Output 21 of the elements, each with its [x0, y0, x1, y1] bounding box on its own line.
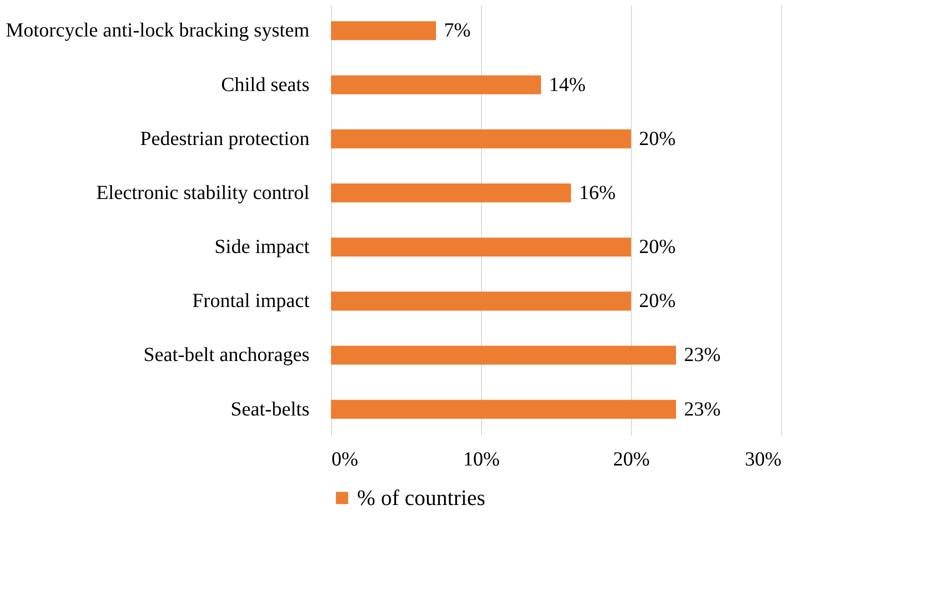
y-tick-label: Seat-belt anchorages	[143, 344, 310, 366]
y-tick-label: Seat-belts	[230, 398, 310, 420]
x-tick-label: 20%	[613, 448, 650, 470]
y-tick-label: Pedestrian protection	[140, 128, 310, 150]
y-tick-label: Frontal impact	[192, 290, 310, 312]
data-label: 23%	[684, 344, 721, 366]
data-label: 7%	[444, 20, 471, 42]
x-tick-label: 30%	[744, 448, 782, 470]
legend-label: % of countries	[357, 485, 486, 510]
data-label: 20%	[639, 290, 676, 312]
y-tick-label: Side impact	[214, 236, 310, 258]
y-tick-label: Electronic stability control	[96, 182, 310, 204]
data-label: 20%	[639, 236, 676, 258]
x-tick-label: 10%	[463, 448, 500, 470]
data-label: 23%	[684, 398, 721, 420]
data-label: 14%	[549, 74, 586, 96]
data-label: 16%	[579, 182, 616, 204]
y-tick-label: Child seats	[221, 74, 310, 96]
data-label: 20%	[639, 128, 676, 150]
y-tick-label: Motorcycle anti-lock bracking system	[6, 20, 310, 42]
x-tick-label: 0%	[332, 448, 358, 470]
